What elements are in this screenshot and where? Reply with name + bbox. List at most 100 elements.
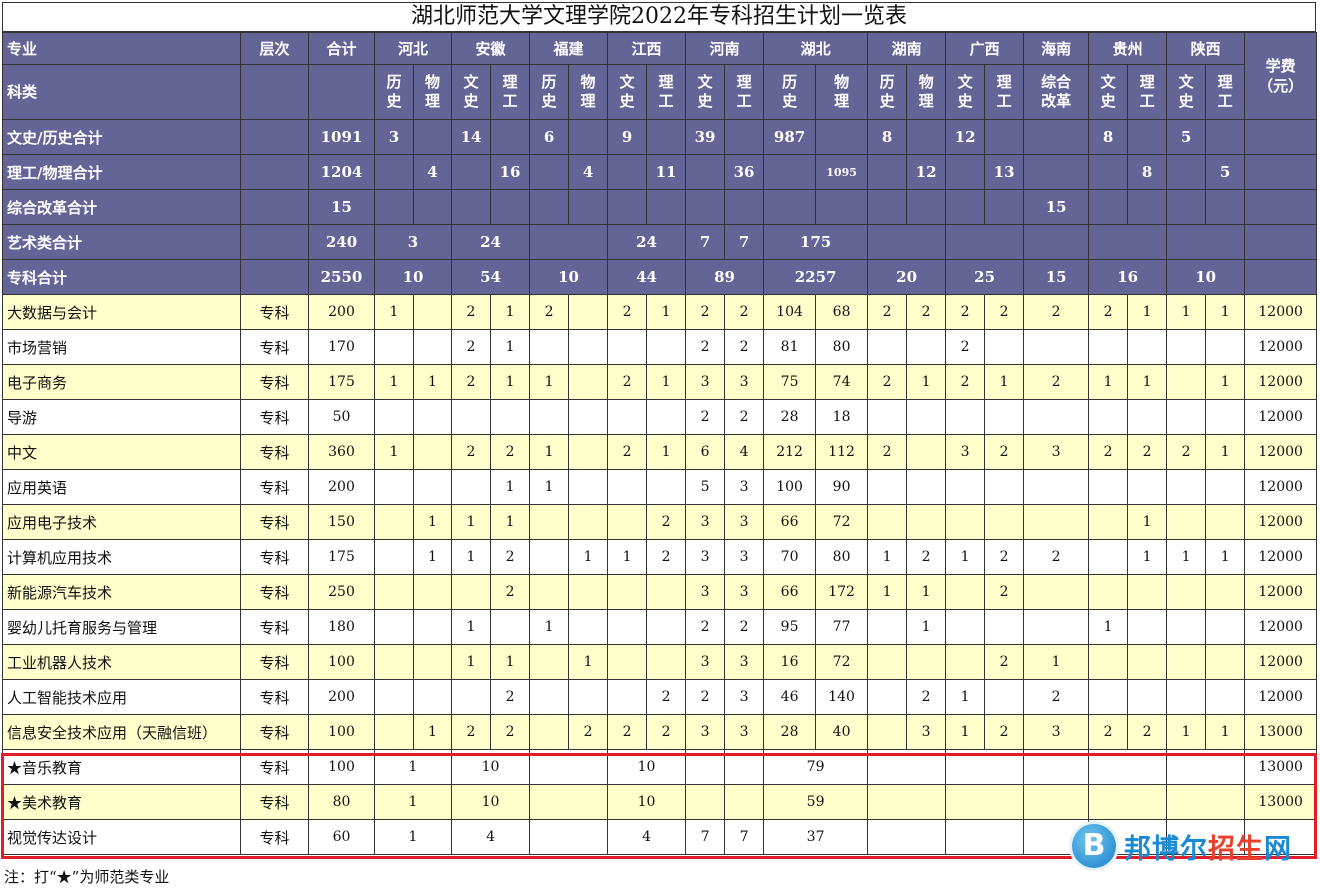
major-name: 应用英语 (2, 469, 241, 505)
summary-cell (1023, 119, 1090, 155)
plan-cell (724, 749, 765, 785)
header-total-empty (308, 64, 375, 120)
plan-cell: 2 (945, 364, 986, 400)
header-subject: 理 工 (724, 64, 765, 120)
plan-cell: 2 (867, 294, 908, 330)
summary-cell: 175 (763, 224, 869, 260)
summary-cell (568, 189, 609, 225)
plan-cell (568, 679, 609, 715)
plan-cell (568, 609, 609, 645)
plan-cell (1127, 644, 1168, 680)
plan-cell: 1 (1023, 644, 1090, 680)
major-fee: 12000 (1244, 294, 1318, 330)
header-subject: 文 史 (685, 64, 726, 120)
plan-cell (1127, 574, 1168, 610)
summary-level (240, 154, 309, 190)
plan-cell (529, 714, 570, 750)
plan-cell (374, 399, 414, 435)
plan-cell: 80 (815, 539, 869, 575)
header-province: 江西 (607, 32, 687, 65)
plan-cell: 1 (1205, 434, 1246, 470)
summary-cell (867, 189, 908, 225)
plan-cell (451, 399, 492, 435)
table-row: 计算机应用技术 专科 175 1 1 2 1 1 2 3 3 70 80 1 2 1 2 2 1 1 1 12000 (2, 539, 1318, 575)
plan-cell: 2 (490, 574, 531, 610)
plan-cell (1205, 469, 1246, 505)
plan-cell: 2 (1127, 714, 1168, 750)
major-level: 专科 (240, 609, 309, 645)
summary-cell: 7 (685, 224, 726, 260)
summary-cell: 10 (373, 259, 453, 295)
plan-cell (1205, 609, 1246, 645)
plan-cell (906, 399, 947, 435)
plan-cell (867, 819, 947, 855)
plan-cell: 1 (945, 539, 986, 575)
plan-cell: 4 (607, 819, 687, 855)
plan-cell (1166, 749, 1246, 785)
plan-cell (646, 609, 687, 645)
major-level: 专科 (240, 644, 309, 680)
major-level: 专科 (240, 539, 309, 575)
plan-cell (1166, 679, 1207, 715)
plan-cell: 2 (529, 294, 570, 330)
summary-row: 专科合计 2550 10 54 10 44 89 2257 20 25 15 16 10 (2, 259, 1318, 295)
plan-cell: 2 (1088, 714, 1129, 750)
plan-cell: 3 (1023, 434, 1090, 470)
plan-cell: 40 (815, 714, 869, 750)
header-subject: 文 史 (607, 64, 648, 120)
summary-cell (1166, 189, 1207, 225)
plan-cell: 28 (763, 714, 817, 750)
plan-cell: 79 (763, 749, 869, 785)
plan-cell: 10 (451, 784, 531, 820)
plan-cell: 3 (685, 504, 726, 540)
plan-cell (412, 574, 453, 610)
major-name: 新能源汽车技术 (2, 574, 241, 610)
plan-cell (374, 329, 414, 365)
plan-cell: 5 (685, 469, 726, 505)
plan-cell (1166, 644, 1207, 680)
plan-cell (412, 679, 453, 715)
plan-cell: 75 (763, 364, 817, 400)
summary-cell (724, 119, 765, 155)
plan-cell: 1 (646, 364, 687, 400)
plan-cell (1166, 574, 1207, 610)
summary-cell: 12 (945, 119, 986, 155)
major-fee: 12000 (1244, 609, 1318, 645)
watermark-text-c: 网 (1264, 833, 1292, 865)
summary-cell (945, 224, 1025, 260)
major-total: 80 (308, 784, 375, 820)
summary-cell (412, 189, 453, 225)
plan-cell (451, 574, 492, 610)
summary-cell (763, 189, 817, 225)
plan-cell (984, 399, 1025, 435)
plan-cell: 1 (412, 364, 453, 400)
major-total: 60 (308, 819, 375, 855)
plan-cell: 2 (945, 329, 986, 365)
plan-cell: 3 (724, 539, 765, 575)
major-total: 100 (308, 749, 375, 785)
plan-cell (412, 399, 453, 435)
plan-cell: 1 (412, 539, 453, 575)
summary-cell: 24 (451, 224, 531, 260)
plan-cell: 100 (763, 469, 817, 505)
plan-cell: 3 (724, 714, 765, 750)
plan-cell (1205, 574, 1246, 610)
header-province: 陕西 (1166, 32, 1246, 65)
plan-cell: 2 (451, 329, 492, 365)
major-level: 专科 (240, 714, 309, 750)
plan-cell: 1 (374, 434, 414, 470)
plan-cell: 2 (1023, 679, 1090, 715)
summary-label: 理工/物理合计 (2, 154, 241, 190)
summary-cell (1023, 154, 1090, 190)
summary-cell (685, 189, 726, 225)
summary-cell (1088, 224, 1168, 260)
plan-cell: 10 (451, 749, 531, 785)
plan-cell (529, 819, 609, 855)
major-total: 50 (308, 399, 375, 435)
summary-cell: 4 (568, 154, 609, 190)
summary-cell: 10 (1166, 259, 1246, 295)
plan-cell: 72 (815, 504, 869, 540)
summary-cell (906, 119, 947, 155)
plan-cell: 1 (529, 469, 570, 505)
plan-cell (1023, 399, 1090, 435)
